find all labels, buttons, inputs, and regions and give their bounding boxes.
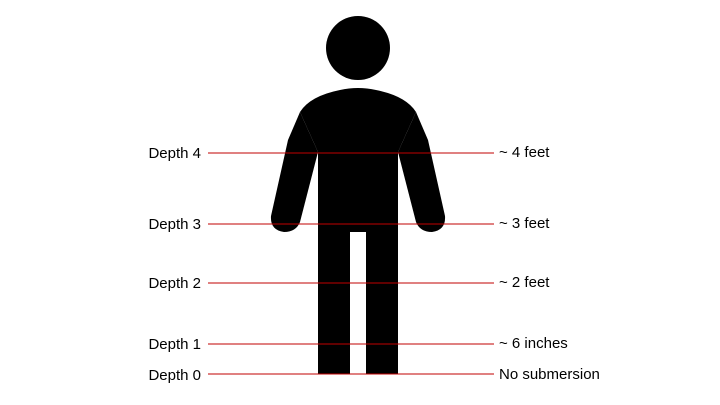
- person-right-arm: [398, 112, 446, 232]
- depth-0-label: Depth 0: [148, 367, 201, 384]
- person-right-leg: [366, 228, 398, 374]
- depth-1-label: Depth 1: [148, 336, 201, 353]
- depth-2-label: Depth 2: [148, 275, 201, 292]
- depth-1-measure: ~ 6 inches: [499, 335, 568, 352]
- depth-3-label: Depth 3: [148, 216, 201, 233]
- depth-2-measure: ~ 2 feet: [499, 274, 550, 291]
- person-left-leg: [318, 228, 350, 374]
- depth-0-measure: No submersion: [499, 366, 600, 383]
- depth-4-measure: ~ 4 feet: [499, 144, 550, 161]
- depth-4-label: Depth 4: [148, 145, 201, 162]
- depth-3-measure: ~ 3 feet: [499, 215, 550, 232]
- standing-person-icon: [270, 16, 446, 374]
- person-head: [326, 16, 390, 80]
- person-torso: [300, 88, 416, 232]
- person-left-arm: [270, 112, 318, 232]
